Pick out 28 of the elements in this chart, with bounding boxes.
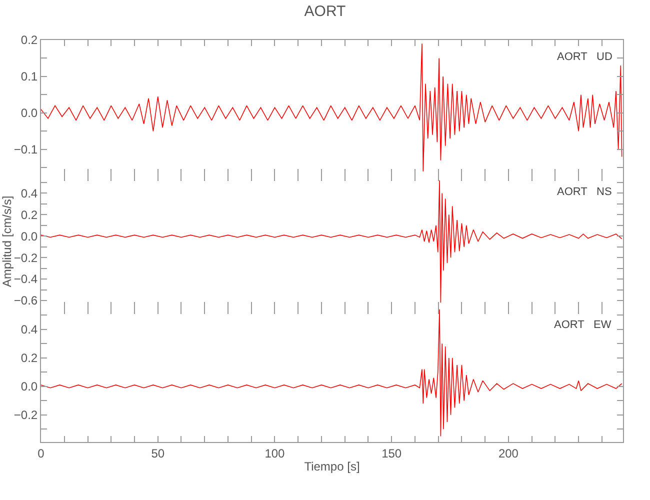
- y-tick-label: 0.2: [20, 33, 38, 48]
- line-series: [41, 180, 622, 304]
- y-tick-label: 0.4: [20, 322, 38, 337]
- y-tick-label: 0.0: [20, 380, 38, 394]
- y-tick-label: −0.6: [14, 294, 38, 308]
- y-tick-label: −0.2: [14, 408, 38, 422]
- y-axis-title: Amplitud [cm/s/s]: [0, 196, 14, 288]
- x-axis-title: Tiempo [s]: [304, 459, 360, 474]
- y-tick-label: 0.4: [20, 186, 38, 200]
- y-tick-label: 0.0: [20, 106, 38, 120]
- line-series: [41, 309, 622, 437]
- y-tick-label: 0.2: [20, 208, 38, 222]
- annotation: AORT UD: [557, 51, 612, 63]
- x-tick-label: 100: [264, 446, 286, 460]
- x-tick-label: 200: [498, 446, 519, 460]
- y-tick-label: 0.2: [20, 351, 38, 366]
- x-tick-label: 150: [382, 446, 402, 460]
- chart-title: AORT: [304, 2, 346, 20]
- x-tick-label: 0: [38, 446, 45, 460]
- y-tick-label: 0.1: [20, 70, 38, 84]
- annotation: AORT NS: [557, 186, 612, 198]
- line-series: [41, 43, 622, 172]
- y-tick-label: 0.0: [20, 229, 38, 244]
- x-tick-label: 50: [151, 446, 165, 460]
- y-tick-label: −0.4: [14, 272, 38, 286]
- y-tick-label: −0.2: [14, 250, 38, 265]
- annotation: AORT EW: [554, 319, 612, 331]
- y-tick-label: −0.1: [14, 142, 38, 157]
